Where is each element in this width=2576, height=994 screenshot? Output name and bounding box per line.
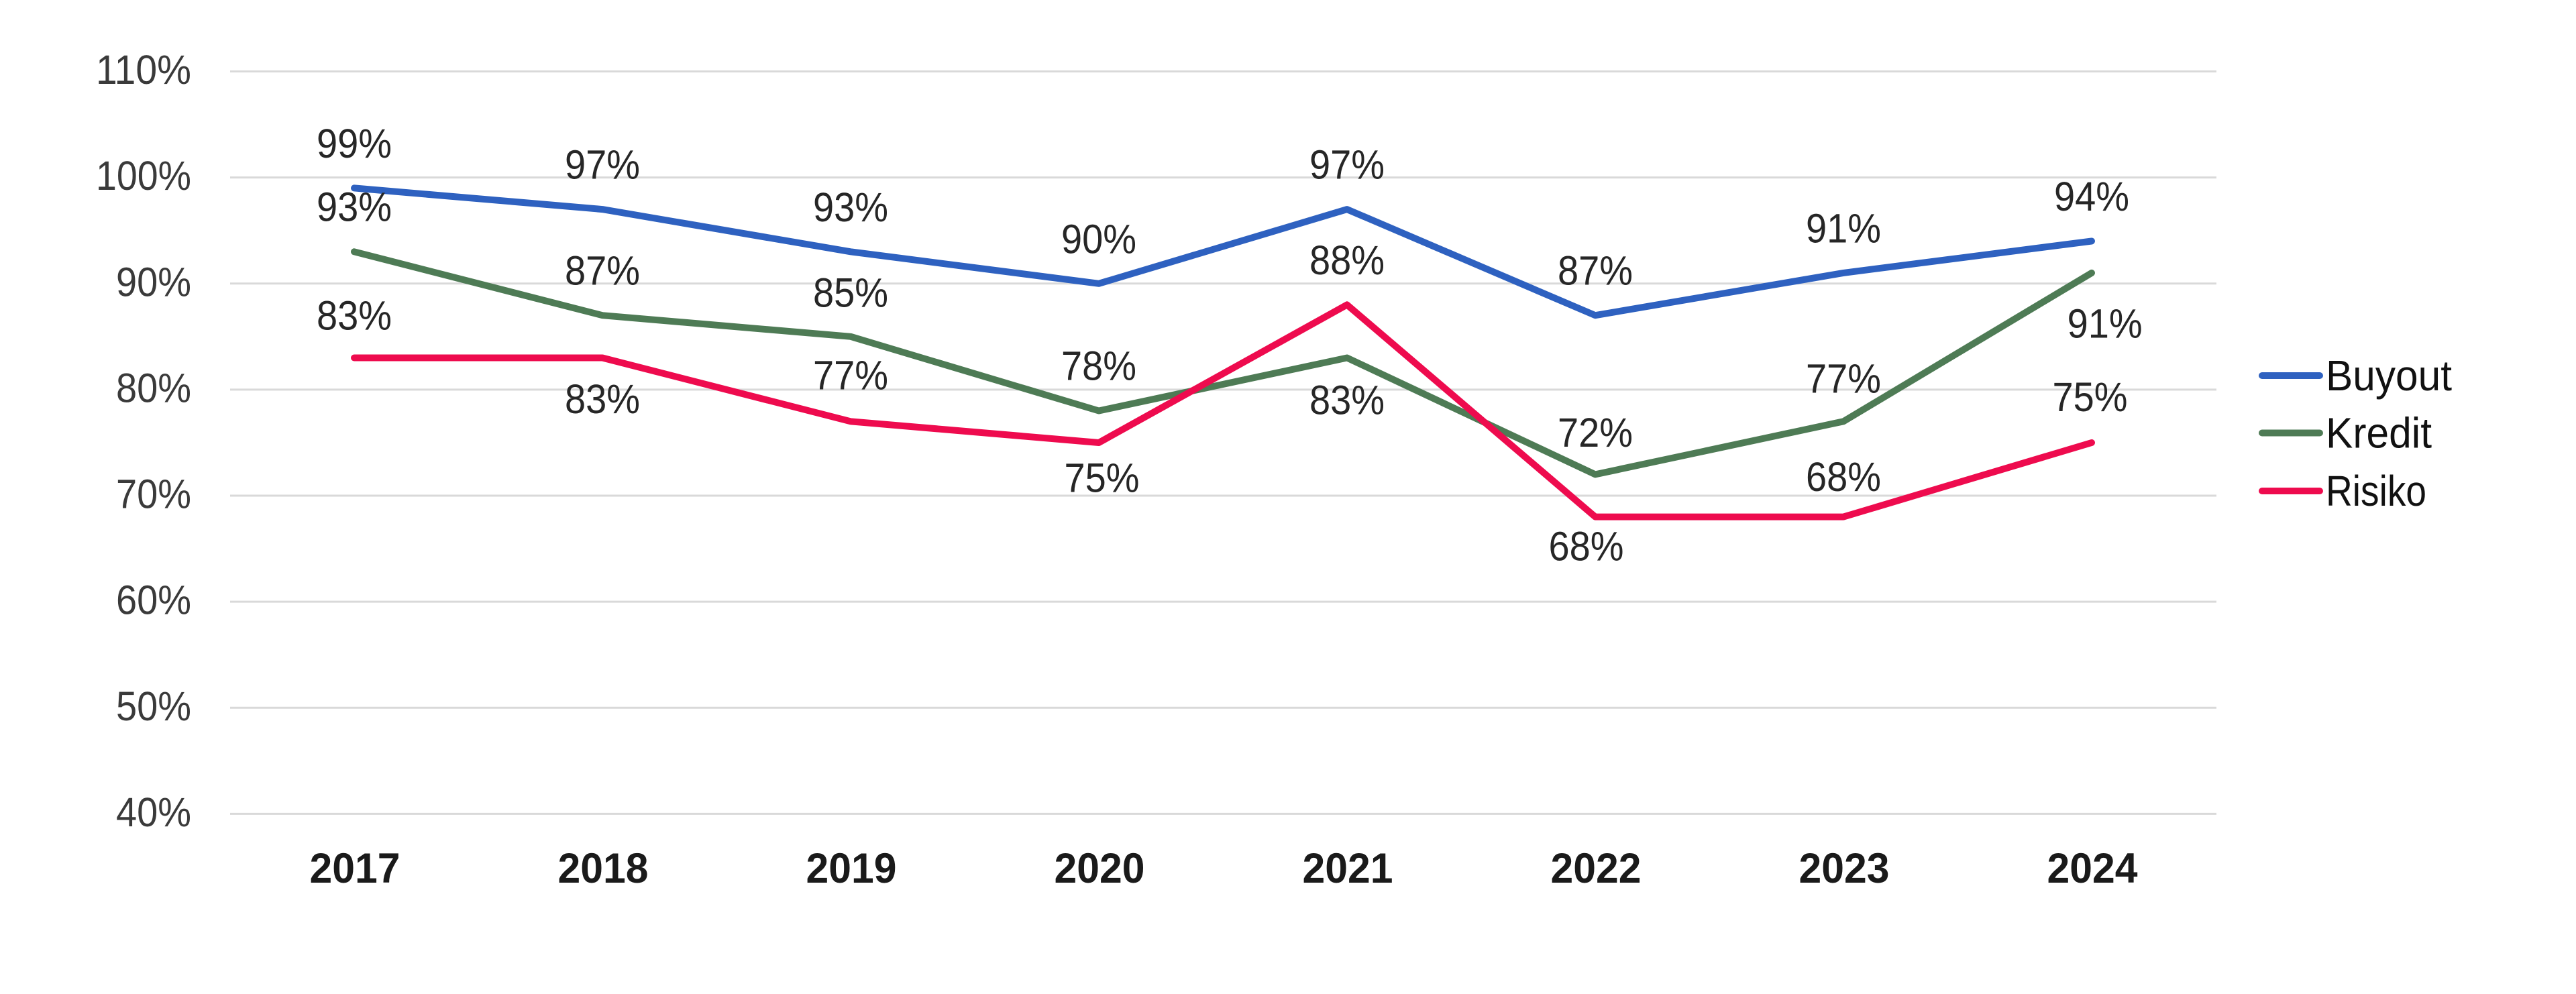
svg-text:2019: 2019 (806, 845, 897, 892)
svg-text:40%: 40% (116, 789, 191, 835)
svg-text:83%: 83% (1309, 377, 1385, 423)
svg-text:75%: 75% (2053, 374, 2128, 420)
svg-text:91%: 91% (1806, 205, 1881, 251)
svg-text:90%: 90% (116, 259, 191, 305)
svg-text:Buyout: Buyout (2326, 351, 2452, 400)
svg-text:2022: 2022 (1551, 845, 1642, 892)
svg-text:83%: 83% (565, 376, 640, 422)
svg-text:50%: 50% (116, 683, 191, 729)
svg-text:87%: 87% (1558, 248, 1633, 294)
svg-text:77%: 77% (1806, 356, 1881, 402)
svg-text:88%: 88% (1309, 237, 1385, 283)
svg-text:110%: 110% (96, 47, 191, 93)
svg-text:2020: 2020 (1055, 845, 1145, 892)
svg-text:80%: 80% (116, 365, 191, 410)
svg-text:2024: 2024 (2047, 845, 2138, 892)
svg-text:100%: 100% (96, 153, 191, 199)
svg-text:83%: 83% (317, 293, 392, 339)
svg-text:68%: 68% (1806, 454, 1881, 500)
svg-text:60%: 60% (116, 577, 191, 623)
svg-text:68%: 68% (1549, 523, 1624, 569)
svg-text:90%: 90% (1061, 216, 1136, 262)
svg-text:Kredit: Kredit (2326, 409, 2432, 457)
svg-text:2023: 2023 (1799, 845, 1890, 892)
svg-text:93%: 93% (317, 184, 392, 230)
svg-text:94%: 94% (2054, 174, 2129, 219)
svg-text:2017: 2017 (310, 845, 400, 892)
svg-text:97%: 97% (1309, 142, 1385, 188)
svg-text:77%: 77% (813, 353, 888, 398)
svg-text:85%: 85% (813, 270, 888, 316)
svg-text:70%: 70% (116, 472, 191, 517)
svg-text:75%: 75% (1065, 455, 1140, 501)
svg-text:78%: 78% (1061, 343, 1136, 388)
svg-text:2021: 2021 (1303, 845, 1393, 892)
svg-text:97%: 97% (565, 142, 640, 188)
svg-text:99%: 99% (317, 121, 392, 166)
svg-text:72%: 72% (1558, 410, 1633, 455)
svg-text:Risiko: Risiko (2326, 467, 2426, 515)
svg-text:93%: 93% (813, 184, 888, 230)
svg-text:91%: 91% (2068, 301, 2143, 347)
svg-text:2018: 2018 (558, 845, 649, 892)
svg-text:87%: 87% (565, 248, 640, 294)
